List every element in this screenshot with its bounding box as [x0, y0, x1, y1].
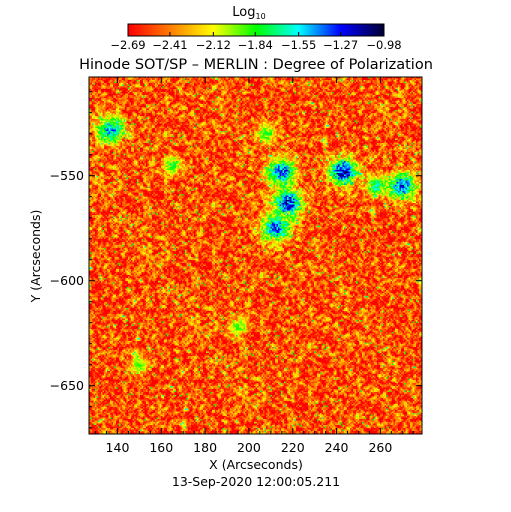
colorbar-tick-label: −0.98	[366, 38, 401, 52]
chart-title: Hinode SOT/SP – MERLIN : Degree of Polar…	[79, 57, 433, 73]
plot-frame	[88, 76, 423, 435]
colorbar-tick-label: −2.12	[196, 38, 231, 52]
colorbar-tick-label: −2.41	[152, 38, 187, 52]
colorbar-ticks: −2.69 −2.41 −2.12 −1.84 −1.55 −1.27 −0.98	[110, 32, 402, 52]
y-tick-label: −550	[50, 168, 84, 183]
x-tick-label: 240	[325, 440, 349, 455]
y-tick-label: −650	[50, 378, 84, 393]
colorbar-label-sub: 10	[256, 12, 266, 21]
x-tick-label: 200	[237, 440, 261, 455]
colorbar-tick-label: −1.55	[281, 38, 316, 52]
colorbar-tick-label: −2.69	[110, 38, 145, 52]
x-tick-label: 180	[193, 440, 217, 455]
y-axis: −550 −600 −650	[50, 91, 422, 429]
x-tick-label: 260	[368, 440, 392, 455]
colorbar-label: Log10	[232, 5, 265, 21]
timestamp: 13-Sep-2020 12:00:05.211	[172, 474, 340, 489]
colorbar-label-base: Log	[232, 5, 255, 20]
x-tick-label: 140	[106, 440, 130, 455]
colorbar-gradient	[128, 24, 384, 36]
x-tick-label: 160	[149, 440, 173, 455]
heatmap-image	[89, 77, 422, 434]
colorbar	[127, 23, 385, 37]
x-axis-label: X (Arcseconds)	[209, 457, 303, 472]
colorbar-tick-label: −1.27	[323, 38, 358, 52]
y-axis-label: Y (Arcseconds)	[28, 210, 43, 304]
x-axis: 140 160 180 200 220 240 260	[95, 77, 414, 455]
colorbar-frame	[127, 23, 385, 37]
y-tick-label: −600	[50, 273, 84, 288]
heatmap	[89, 77, 422, 434]
colorbar-tick-label: −1.84	[238, 38, 273, 52]
x-tick-label: 220	[281, 440, 305, 455]
